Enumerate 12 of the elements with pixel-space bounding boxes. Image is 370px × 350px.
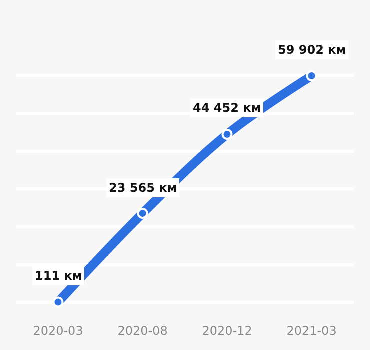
x-tick-label: 2020-03 xyxy=(33,324,84,338)
point xyxy=(137,208,148,220)
x-tick-label: 2021-03 xyxy=(286,324,337,338)
x-tick-label: 2020-08 xyxy=(118,324,168,338)
point xyxy=(222,128,233,140)
data-label: 44 452 км xyxy=(193,101,262,115)
data-label: 23 565 км xyxy=(109,181,178,195)
point xyxy=(306,70,318,82)
x-tick-label: 2020-12 xyxy=(202,324,252,338)
data-label: 111 км xyxy=(35,269,82,283)
data-label: 59 902 км xyxy=(278,43,346,57)
point xyxy=(52,296,64,308)
